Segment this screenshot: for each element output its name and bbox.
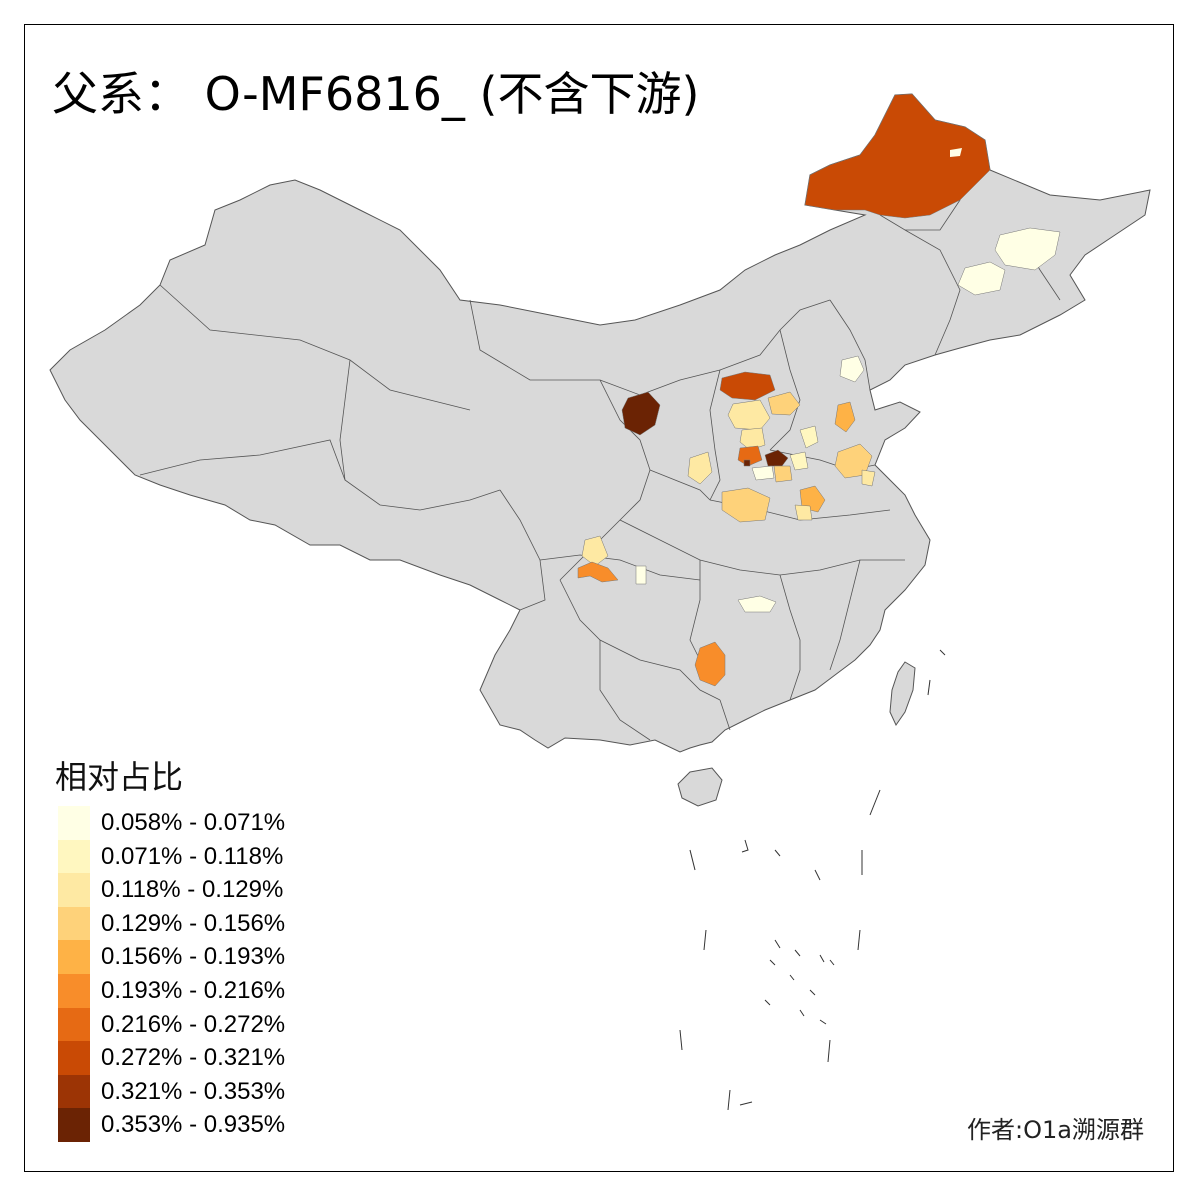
legend-entry: 0.118% - 0.129%: [58, 873, 358, 907]
legend-swatch: [58, 973, 90, 1008]
region-hlj-2: [957, 261, 1006, 296]
region-hulunbuir: [804, 93, 991, 219]
region-shaanxi: [687, 451, 713, 485]
legend-swatch: [58, 806, 90, 840]
region-shandong-2: [861, 469, 876, 487]
legend-entry: 0.129% - 0.156%: [58, 906, 358, 941]
china-mainland: [49, 93, 1151, 753]
legend-swatch: [58, 1041, 90, 1075]
region-henan-3: [764, 449, 789, 467]
region-hunan: [694, 641, 726, 687]
south-sea-islands: [679, 649, 946, 1111]
legend-swatch: [58, 1007, 90, 1042]
legend-entry: 0.321% - 0.353%: [58, 1074, 358, 1109]
region-chongqing: [635, 565, 647, 585]
legend-label: 0.071% - 0.118%: [101, 842, 284, 870]
legend-swatch: [58, 906, 90, 941]
legend-title: 相对占比: [55, 758, 184, 796]
legend-swatch: [58, 940, 90, 974]
region-hubei: [737, 595, 777, 613]
legend-label: 0.058% - 0.071%: [101, 809, 286, 836]
legend-entry: 0.353% - 0.935%: [58, 1108, 358, 1142]
region-henan-2: [743, 459, 751, 467]
legend-label: 0.118% - 0.129%: [101, 876, 284, 904]
region-shanxi-north: [719, 371, 776, 401]
legend-entry: 0.156% - 0.193%: [58, 940, 358, 974]
author-credit: 作者:O1a溯源群: [967, 1116, 1144, 1144]
legend-entry: 0.071% - 0.118%: [58, 839, 358, 874]
region-hebei: [834, 401, 856, 433]
region-hebei-2: [799, 425, 819, 449]
legend-swatch: [58, 1108, 90, 1142]
region-henan-5: [773, 465, 793, 483]
legend-swatch: [58, 1074, 90, 1109]
legend-entry: 0.058% - 0.071%: [58, 806, 358, 840]
legend-label: 0.272% - 0.321%: [101, 1044, 286, 1072]
region-sichuan-1: [581, 535, 609, 567]
legend-label: 0.193% - 0.216%: [101, 976, 286, 1004]
legend-entry: 0.193% - 0.216%: [58, 973, 358, 1008]
region-sichuan-2: [577, 561, 619, 583]
region-anhui-2: [794, 504, 813, 521]
taiwan: [889, 661, 916, 727]
legend-label: 0.129% - 0.156%: [101, 909, 286, 937]
region-hlj-1: [994, 227, 1061, 271]
region-henan-south: [721, 487, 771, 523]
hainan: [677, 767, 723, 807]
region-henan-4: [751, 465, 775, 481]
map-title: 父系： O-MF6816_ (不含下游): [52, 67, 700, 121]
legend-label: 0.156% - 0.193%: [101, 943, 286, 971]
legend-label: 0.321% - 0.353%: [101, 1077, 286, 1105]
legend-label: 0.353% - 0.935%: [101, 1111, 286, 1139]
map-frame: [24, 24, 1174, 1172]
legend-swatch: [58, 873, 90, 907]
region-ningxia: [621, 391, 661, 436]
legend-label: 0.216% - 0.272%: [101, 1010, 286, 1038]
legend-swatch: [58, 839, 90, 874]
legend: 0.058% - 0.071% 0.071% - 0.118% 0.118% -…: [58, 806, 358, 1142]
region-liaoning: [839, 355, 865, 383]
region-hulunbuir-hole: [950, 148, 962, 157]
colored-regions: [577, 93, 1061, 687]
region-henan-6: [789, 451, 809, 471]
legend-entry: 0.272% - 0.321%: [58, 1041, 358, 1075]
legend-entry: 0.216% - 0.272%: [58, 1007, 358, 1042]
region-shanxi-c2: [767, 391, 801, 416]
